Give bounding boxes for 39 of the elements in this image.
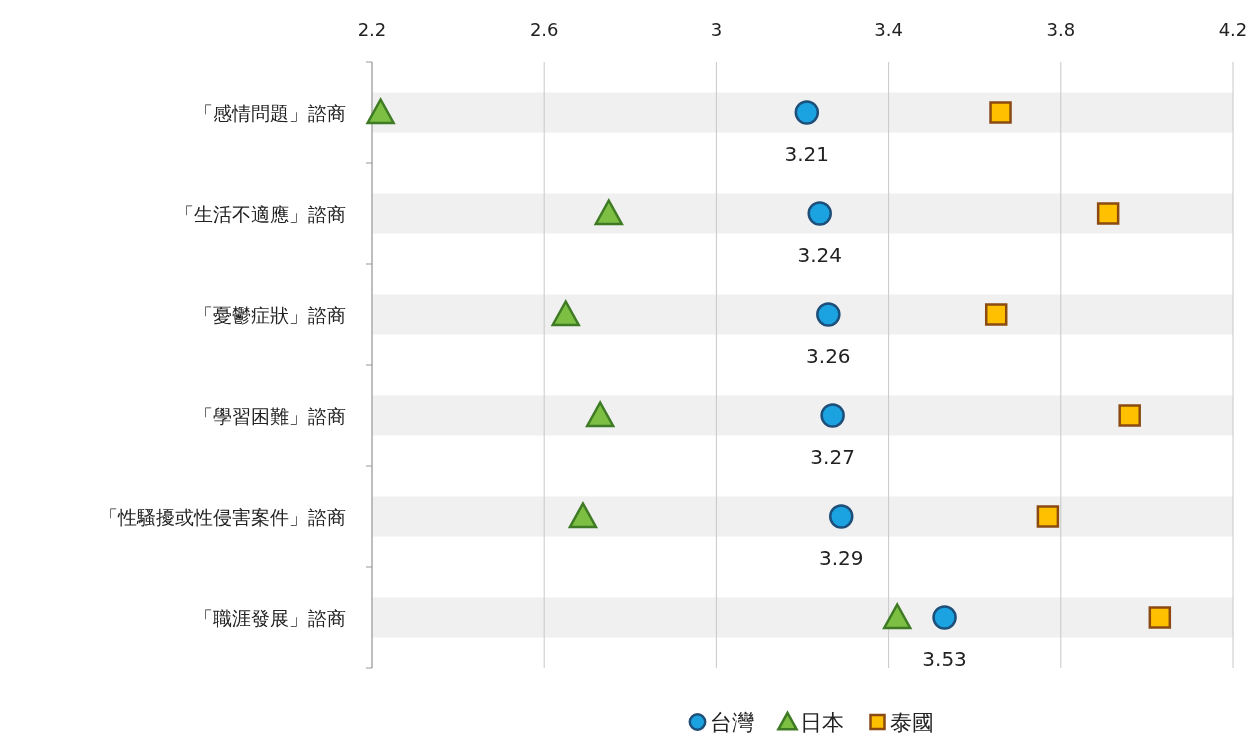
point <box>807 201 832 226</box>
xtick: 2.6 <box>529 19 559 40</box>
y-tick-label: 「感情問題」諮商 <box>194 101 346 124</box>
point <box>1148 606 1172 629</box>
point <box>820 403 845 428</box>
data-label: 3.21 <box>784 141 830 166</box>
point <box>794 100 820 125</box>
point <box>989 101 1012 124</box>
data-label: 3.27 <box>810 444 855 469</box>
y-tick-label: 「生活不適應」諮商 <box>175 202 346 225</box>
point <box>1036 505 1060 528</box>
xtick: 3.4 <box>874 19 903 40</box>
point <box>1118 404 1141 427</box>
data-label: 3.29 <box>818 545 864 570</box>
xtick: 3.8 <box>1046 19 1076 40</box>
y-tick-label: 「憂鬱症狀」諮商 <box>194 303 346 326</box>
data-label: 3.26 <box>806 343 851 368</box>
point <box>882 603 912 630</box>
xtick: 3 <box>710 19 723 40</box>
xtick: 2.2 <box>357 19 387 40</box>
point <box>551 300 580 327</box>
xtick: 4.2 <box>1218 19 1248 40</box>
point <box>829 504 854 529</box>
y-tick-label: 「學習困難」諮商 <box>194 404 346 427</box>
point <box>585 401 615 428</box>
point <box>366 98 395 125</box>
data-label: 3.53 <box>922 646 967 671</box>
legend-label: 台灣 <box>709 710 754 733</box>
point <box>1096 202 1120 225</box>
y-tick-label: 「性騷擾或性侵害案件」諮商 <box>99 505 346 528</box>
y-tick-label: 「職涯發展」諮商 <box>194 606 346 629</box>
legend-label: 泰國 <box>889 710 934 733</box>
point <box>594 199 624 226</box>
point <box>816 302 841 327</box>
point <box>984 303 1008 326</box>
legend-label: 日本 <box>799 710 844 733</box>
data-label: 3.24 <box>797 242 842 267</box>
point <box>568 502 598 529</box>
point <box>932 605 957 630</box>
